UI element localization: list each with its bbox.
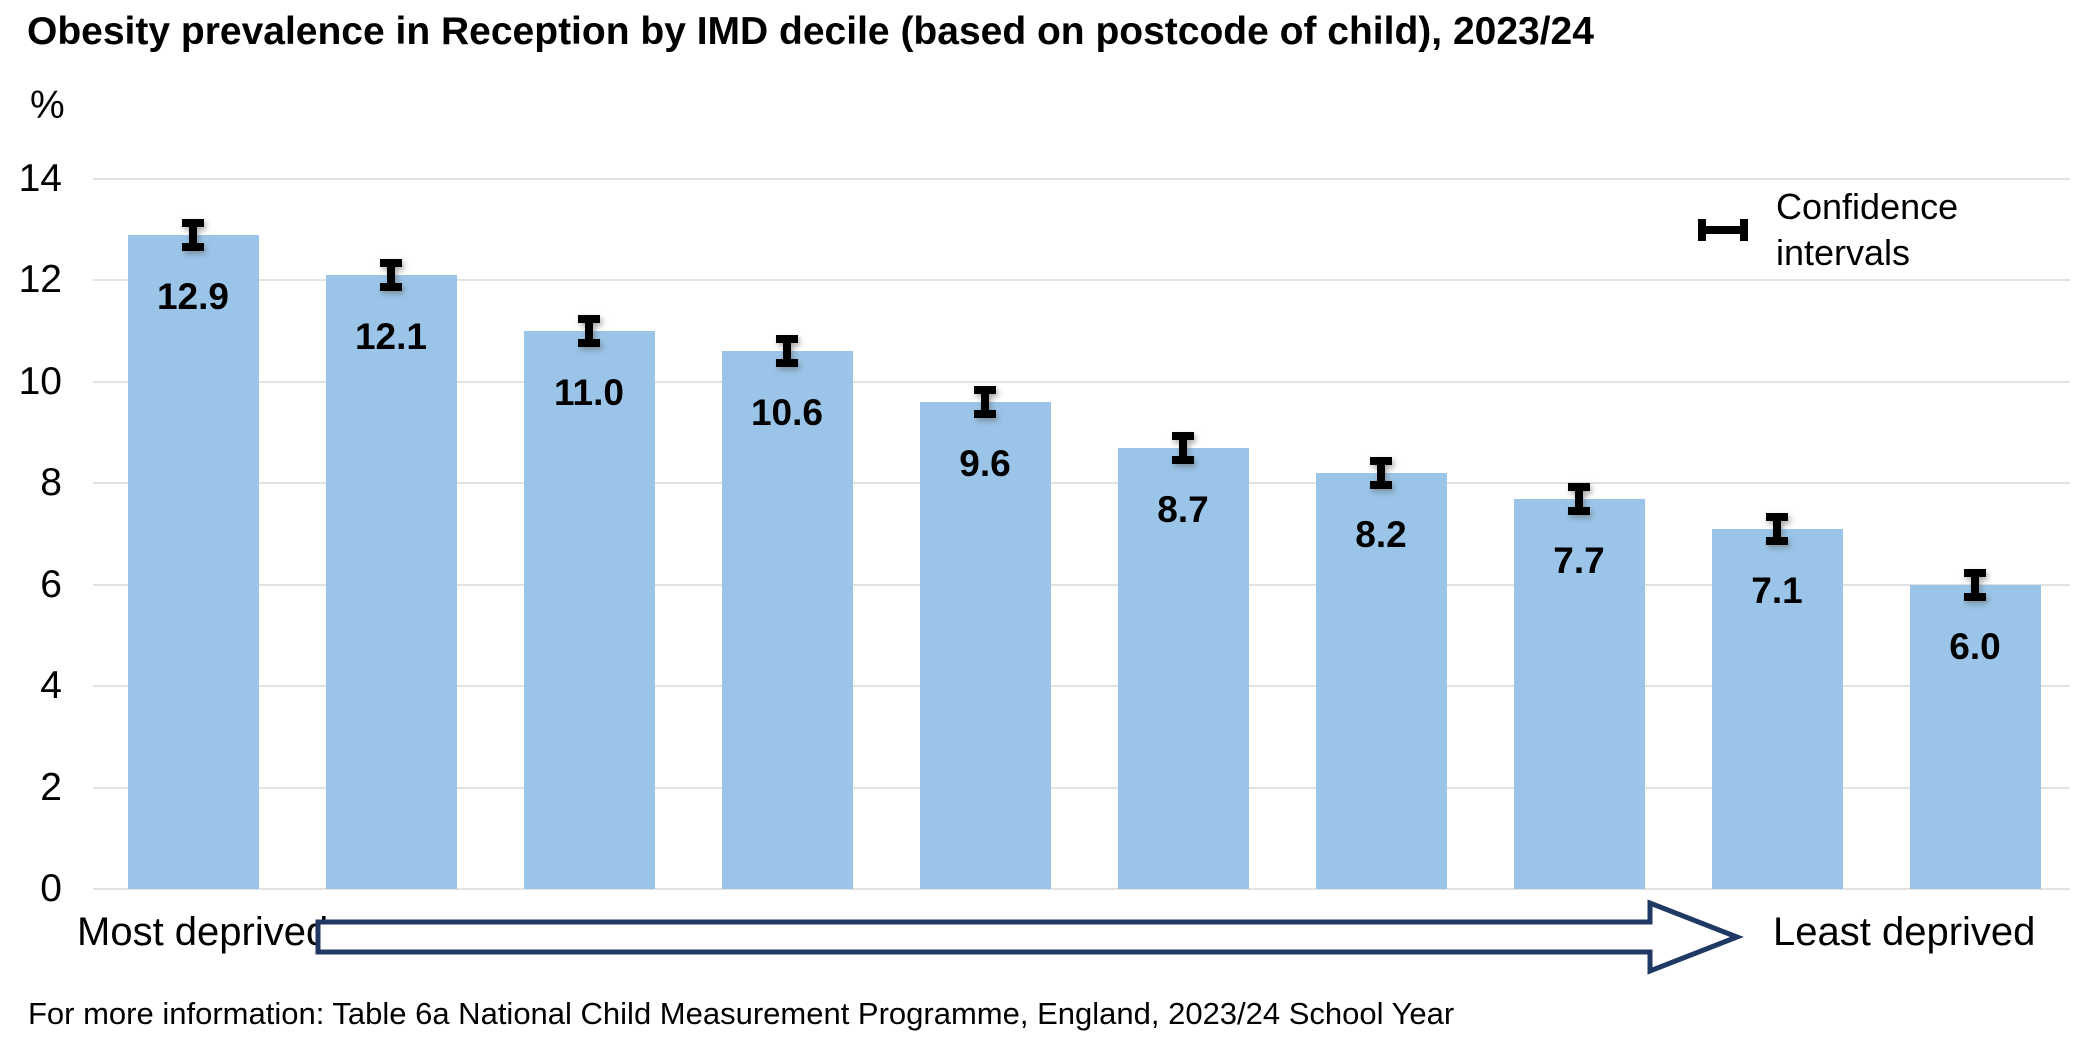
y-tick-label-6: 6 bbox=[40, 562, 62, 606]
error-bar-stem bbox=[1377, 457, 1385, 490]
error-bar-stem bbox=[1575, 482, 1583, 515]
error-bar-bottom-cap bbox=[1172, 455, 1194, 464]
error-bar-bottom-cap bbox=[1568, 506, 1590, 515]
bar-decile-5 bbox=[919, 402, 1051, 889]
error-bar-stem bbox=[1773, 512, 1781, 545]
bar-decile-9 bbox=[1711, 528, 1843, 889]
bar-value-label: 10.6 bbox=[750, 392, 823, 434]
x-axis-label-least-deprived: Least deprived bbox=[1773, 910, 2036, 954]
confidence-interval-marker bbox=[182, 218, 204, 251]
error-bar-stem bbox=[189, 218, 197, 251]
error-bar-stem bbox=[387, 259, 395, 292]
arrow-shape bbox=[315, 899, 1744, 975]
legend-label: Confidence intervals bbox=[1776, 186, 1959, 273]
footer-note: For more information: Table 6a National … bbox=[28, 996, 1455, 1031]
gridline-2 bbox=[93, 786, 2070, 789]
error-bar-stem bbox=[783, 335, 791, 368]
bar-value-label: 7.1 bbox=[1751, 569, 1803, 611]
bar-decile-10 bbox=[1909, 584, 2041, 889]
error-bar-icon-right-cap bbox=[1740, 219, 1748, 241]
confidence-interval-marker bbox=[1766, 512, 1788, 545]
confidence-interval-marker bbox=[776, 335, 798, 368]
gridline-10 bbox=[93, 380, 2070, 383]
bar-value-label: 9.6 bbox=[959, 443, 1011, 485]
bar-decile-7 bbox=[1315, 473, 1447, 889]
error-bar-bottom-cap bbox=[380, 283, 402, 292]
gridline-14 bbox=[93, 178, 2070, 180]
gridline-4 bbox=[93, 685, 2070, 688]
bar-decile-3 bbox=[523, 331, 655, 889]
y-tick-label-2: 2 bbox=[40, 765, 62, 809]
y-tick-label-10: 10 bbox=[18, 359, 62, 403]
bar-value-label: 8.7 bbox=[1157, 488, 1209, 530]
y-tick-label-4: 4 bbox=[40, 664, 62, 708]
error-bar-icon-stem bbox=[1698, 226, 1748, 234]
bar-decile-6 bbox=[1117, 447, 1249, 889]
confidence-interval-marker bbox=[974, 386, 996, 419]
confidence-interval-marker bbox=[1568, 482, 1590, 515]
y-tick-label-12: 12 bbox=[18, 258, 62, 302]
y-tick-label-14: 14 bbox=[18, 157, 62, 200]
x-axis-label-most-deprived: Most deprived bbox=[77, 910, 329, 954]
bar-value-label: 12.9 bbox=[156, 275, 229, 317]
error-bar-bottom-cap bbox=[578, 339, 600, 348]
legend: Confidence intervals bbox=[1698, 184, 2006, 276]
error-bar-bottom-cap bbox=[974, 410, 996, 419]
confidence-interval-marker bbox=[1964, 568, 1986, 601]
error-bar-stem bbox=[585, 315, 593, 348]
error-bar-stem bbox=[1179, 431, 1187, 464]
y-tick-label-0: 0 bbox=[40, 867, 62, 910]
confidence-interval-marker bbox=[1370, 457, 1392, 490]
y-tick-label-8: 8 bbox=[40, 461, 62, 505]
bar-value-label: 6.0 bbox=[1949, 625, 2001, 667]
error-bar-stem bbox=[1971, 568, 1979, 601]
error-bar-bottom-cap bbox=[182, 242, 204, 251]
error-bar-icon bbox=[1698, 219, 1748, 241]
error-bar-stem bbox=[981, 386, 989, 419]
bar-decile-4 bbox=[721, 351, 853, 889]
error-bar-bottom-cap bbox=[1766, 536, 1788, 545]
confidence-interval-marker bbox=[1172, 431, 1194, 464]
gridline-12 bbox=[93, 279, 2070, 282]
bar-decile-8 bbox=[1513, 498, 1645, 889]
bar-value-label: 7.7 bbox=[1553, 539, 1605, 581]
bar-value-label: 12.1 bbox=[354, 316, 427, 358]
bar-decile-2 bbox=[325, 275, 457, 889]
bar-value-label: 11.0 bbox=[554, 372, 624, 414]
gridline-0 bbox=[93, 888, 2070, 890]
confidence-interval-marker bbox=[578, 315, 600, 348]
gridline-8 bbox=[93, 482, 2070, 485]
error-bar-bottom-cap bbox=[776, 359, 798, 368]
bar-decile-1 bbox=[127, 234, 259, 889]
y-axis-unit-label: % bbox=[30, 84, 65, 127]
error-bar-bottom-cap bbox=[1964, 592, 1986, 601]
bar-value-label: 8.2 bbox=[1355, 514, 1407, 556]
confidence-interval-marker bbox=[380, 259, 402, 292]
gridline-6 bbox=[93, 583, 2070, 586]
error-bar-bottom-cap bbox=[1370, 481, 1392, 490]
chart-title: Obesity prevalence in Reception by IMD d… bbox=[27, 10, 1594, 53]
